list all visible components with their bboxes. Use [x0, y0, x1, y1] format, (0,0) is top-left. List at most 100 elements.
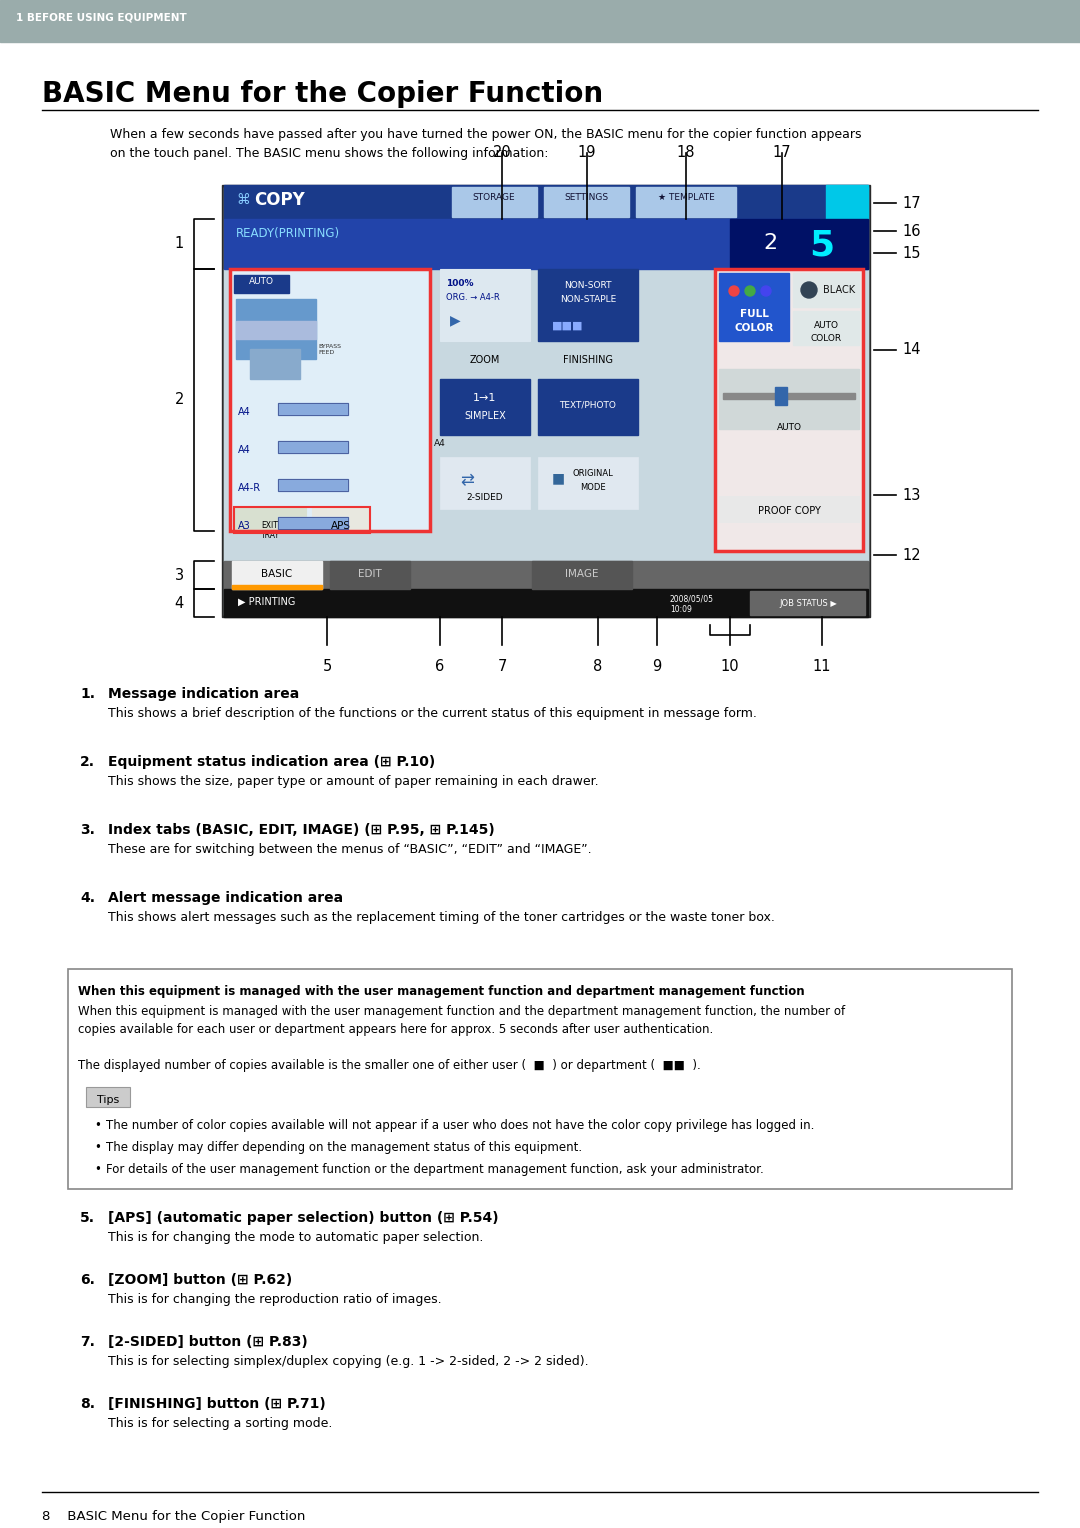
- Text: 2: 2: [175, 393, 184, 408]
- Text: 11: 11: [813, 659, 832, 674]
- Bar: [719, 497, 859, 523]
- Bar: [224, 561, 868, 588]
- Text: AUTO: AUTO: [777, 423, 801, 432]
- Text: NON-SORT: NON-SORT: [564, 281, 611, 290]
- Text: The number of color copies available will not appear if a user who does not have: The number of color copies available wil…: [106, 1118, 814, 1132]
- Bar: [278, 516, 348, 529]
- Text: COLOR: COLOR: [810, 335, 841, 342]
- Bar: [86, 1086, 130, 1106]
- Text: 4: 4: [175, 596, 184, 611]
- Bar: [440, 457, 530, 509]
- Text: STORAGE: STORAGE: [473, 193, 515, 202]
- Bar: [249, 348, 300, 379]
- Bar: [237, 321, 316, 339]
- Text: 5: 5: [322, 659, 332, 674]
- Text: This is for selecting simplex/duplex copying (e.g. 1 -> 2-sided, 2 -> 2 sided).: This is for selecting simplex/duplex cop…: [108, 1355, 589, 1368]
- Text: JOB STATUS ▶: JOB STATUS ▶: [779, 599, 837, 608]
- Text: 6: 6: [435, 659, 445, 674]
- Text: AUTO: AUTO: [248, 277, 273, 286]
- Text: A3: A3: [238, 521, 251, 532]
- Text: 15: 15: [902, 246, 920, 260]
- Bar: [730, 219, 868, 269]
- Text: 13: 13: [902, 487, 920, 503]
- Text: This shows a brief description of the functions or the current status of this eq: This shows a brief description of the fu…: [108, 707, 757, 720]
- Bar: [224, 186, 868, 614]
- Text: BYPASS
FEED: BYPASS FEED: [318, 344, 341, 354]
- Bar: [750, 591, 865, 614]
- Text: 9: 9: [652, 659, 662, 674]
- Text: NON-STAPLE: NON-STAPLE: [559, 295, 616, 304]
- Text: 14: 14: [902, 342, 920, 358]
- Text: BLACK: BLACK: [823, 286, 855, 295]
- Text: 5.: 5.: [80, 1212, 95, 1225]
- Bar: [719, 274, 789, 341]
- Bar: [440, 269, 530, 341]
- Text: BASIC Menu for the Copier Function: BASIC Menu for the Copier Function: [42, 79, 603, 108]
- Bar: [234, 275, 289, 293]
- Text: READY(PRINTING): READY(PRINTING): [237, 228, 340, 240]
- Circle shape: [761, 286, 771, 296]
- Text: FINISHING: FINISHING: [563, 354, 613, 365]
- Bar: [234, 507, 370, 533]
- Bar: [544, 186, 629, 217]
- Text: 4.: 4.: [80, 891, 95, 905]
- Text: Tips: Tips: [97, 1096, 119, 1105]
- Text: 18: 18: [677, 145, 696, 160]
- Text: These are for switching between the menus of “BASIC”, “EDIT” and “IMAGE”.: These are for switching between the menu…: [108, 843, 592, 856]
- Text: APS: APS: [330, 521, 351, 532]
- Text: ORIGINAL: ORIGINAL: [572, 469, 613, 478]
- Text: Alert message indication area: Alert message indication area: [108, 891, 343, 905]
- Bar: [224, 219, 868, 269]
- Text: This is for changing the mode to automatic paper selection.: This is for changing the mode to automat…: [108, 1232, 484, 1244]
- Bar: [793, 274, 859, 307]
- Text: 1.: 1.: [80, 688, 95, 701]
- Bar: [453, 186, 537, 217]
- Text: 5: 5: [809, 229, 835, 263]
- Text: When a few seconds have passed after you have turned the power ON, the BASIC men: When a few seconds have passed after you…: [110, 128, 862, 160]
- Text: ■: ■: [552, 471, 565, 484]
- Text: COPY: COPY: [254, 191, 305, 209]
- Text: ⌘: ⌘: [237, 193, 249, 206]
- Text: A4-R: A4-R: [238, 483, 261, 494]
- Bar: [538, 379, 638, 435]
- Text: The display may differ depending on the management status of this equipment.: The display may differ depending on the …: [106, 1141, 582, 1154]
- Text: 19: 19: [578, 145, 596, 160]
- Bar: [538, 269, 638, 341]
- Text: Equipment status indication area (⊞ P.10): Equipment status indication area (⊞ P.10…: [108, 755, 435, 769]
- Text: This is for selecting a sorting mode.: This is for selecting a sorting mode.: [108, 1416, 333, 1430]
- Bar: [224, 185, 868, 219]
- Text: BASIC: BASIC: [261, 568, 293, 579]
- Bar: [237, 299, 316, 359]
- Text: Index tabs (BASIC, EDIT, IMAGE) (⊞ P.95, ⊞ P.145): Index tabs (BASIC, EDIT, IMAGE) (⊞ P.95,…: [108, 824, 495, 837]
- Text: When this equipment is managed with the user management function and the departm: When this equipment is managed with the …: [78, 1005, 846, 1036]
- Text: ▶: ▶: [450, 313, 461, 327]
- Text: ■■■: ■■■: [552, 321, 583, 332]
- Bar: [224, 588, 868, 617]
- Text: 10:09: 10:09: [670, 605, 692, 614]
- Text: 2008/05/05: 2008/05/05: [670, 594, 714, 604]
- Text: Message indication area: Message indication area: [108, 688, 299, 701]
- Bar: [68, 969, 1012, 1189]
- Bar: [775, 387, 787, 405]
- Bar: [278, 478, 348, 490]
- Text: •: •: [94, 1163, 100, 1177]
- Text: 7.: 7.: [80, 1335, 95, 1349]
- Text: 2: 2: [762, 232, 778, 254]
- Text: SIMPLEX: SIMPLEX: [464, 411, 505, 422]
- Text: 8.: 8.: [80, 1397, 95, 1410]
- Text: 3.: 3.: [80, 824, 95, 837]
- Bar: [715, 269, 863, 552]
- Bar: [230, 269, 430, 532]
- Text: 100%: 100%: [446, 280, 473, 287]
- Bar: [224, 269, 868, 561]
- Text: 17: 17: [772, 145, 792, 160]
- Bar: [719, 368, 859, 429]
- Text: ZOOM: ZOOM: [470, 354, 500, 365]
- Text: [FINISHING] button (⊞ P.71): [FINISHING] button (⊞ P.71): [108, 1397, 326, 1410]
- Bar: [222, 185, 870, 617]
- Text: A4: A4: [238, 406, 251, 417]
- Text: [2-SIDED] button (⊞ P.83): [2-SIDED] button (⊞ P.83): [108, 1335, 308, 1349]
- Bar: [232, 561, 322, 588]
- Text: REMAIN: REMAIN: [740, 232, 770, 241]
- Text: AUTO: AUTO: [813, 321, 838, 330]
